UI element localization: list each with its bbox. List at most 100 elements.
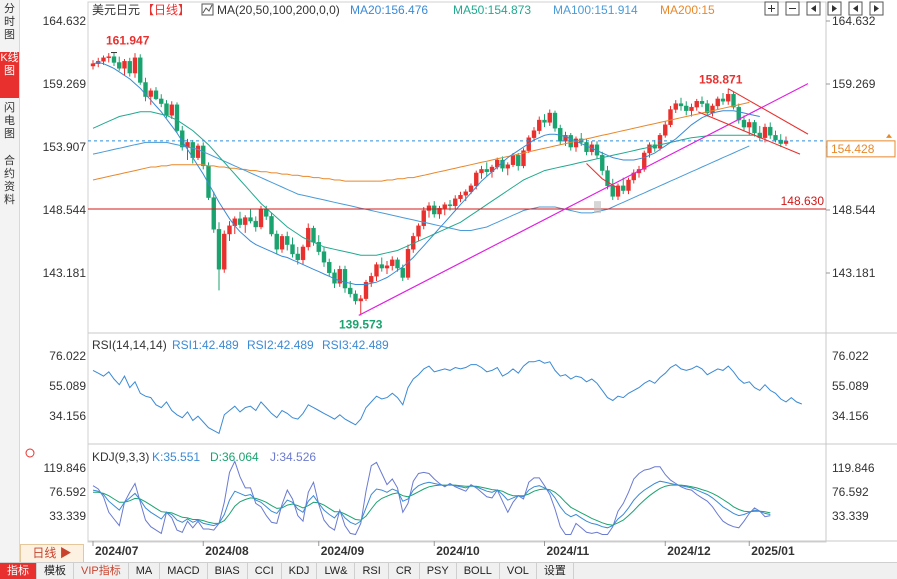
- indicator-tab-11[interactable]: PSY: [420, 563, 457, 579]
- indicator-tab-10[interactable]: CR: [389, 563, 420, 579]
- candle-body[interactable]: [605, 170, 610, 187]
- candle-body[interactable]: [306, 227, 311, 248]
- candle-body[interactable]: [453, 198, 458, 207]
- candle-body[interactable]: [101, 57, 106, 62]
- candle-body[interactable]: [348, 287, 353, 295]
- candle-body[interactable]: [216, 229, 222, 270]
- candle-body[interactable]: [684, 105, 689, 111]
- candle-body[interactable]: [111, 56, 117, 63]
- indicator-tab-0[interactable]: 指标: [0, 563, 37, 579]
- candle-body[interactable]: [432, 205, 437, 215]
- candle-body[interactable]: [379, 264, 384, 269]
- indicator-settings-icon[interactable]: [201, 3, 214, 16]
- indicator-tab-6[interactable]: CCI: [248, 563, 282, 579]
- indicator-tab-5[interactable]: BIAS: [208, 563, 248, 579]
- candle-body[interactable]: [705, 103, 710, 114]
- indicator-tab-7[interactable]: KDJ: [282, 563, 318, 579]
- candle-body[interactable]: [505, 164, 510, 169]
- candle-body[interactable]: [285, 236, 290, 245]
- candle-body[interactable]: [731, 94, 736, 108]
- candle-body[interactable]: [279, 236, 285, 250]
- candle-body[interactable]: [222, 233, 227, 270]
- candle-body[interactable]: [290, 244, 295, 255]
- candle-body[interactable]: [663, 124, 668, 136]
- candle-body[interactable]: [741, 119, 747, 128]
- candle-body[interactable]: [274, 233, 279, 250]
- candle-body[interactable]: [484, 169, 489, 172]
- candle-body[interactable]: [668, 109, 673, 125]
- tab-kline-chart[interactable]: K线图: [0, 52, 19, 98]
- candle-body[interactable]: [321, 251, 327, 263]
- candle-body[interactable]: [615, 185, 621, 197]
- candle-body[interactable]: [573, 138, 579, 148]
- indicator-tab-9[interactable]: RSI: [355, 563, 389, 579]
- candle-body[interactable]: [106, 56, 111, 58]
- candle-body[interactable]: [138, 57, 143, 83]
- candle-body[interactable]: [426, 205, 432, 211]
- candle-body[interactable]: [148, 90, 153, 97]
- indicator-tab-3[interactable]: MA: [129, 563, 161, 579]
- candle-body[interactable]: [211, 197, 216, 230]
- candle-body[interactable]: [300, 246, 306, 261]
- candle-body[interactable]: [610, 185, 615, 197]
- candle-body[interactable]: [547, 112, 552, 123]
- candle-body[interactable]: [232, 218, 237, 226]
- candle-body[interactable]: [143, 82, 148, 97]
- candle-body[interactable]: [227, 225, 232, 235]
- candle-body[interactable]: [337, 269, 342, 284]
- candle-body[interactable]: [647, 144, 652, 154]
- candle-body[interactable]: [442, 204, 447, 209]
- candle-body[interactable]: [174, 104, 180, 131]
- candle-body[interactable]: [699, 101, 705, 104]
- candle-body[interactable]: [122, 61, 127, 69]
- candle-body[interactable]: [327, 262, 332, 273]
- indicator-tab-4[interactable]: MACD: [160, 563, 208, 579]
- candle-body[interactable]: [463, 191, 468, 196]
- candle-body[interactable]: [762, 126, 768, 138]
- tab-intraday-chart[interactable]: 分时图: [4, 3, 15, 41]
- candle-body[interactable]: [773, 135, 778, 141]
- kdj-settings-icon[interactable]: [25, 448, 35, 458]
- candle-body[interactable]: [542, 119, 547, 123]
- candle-body[interactable]: [258, 209, 264, 228]
- candle-body[interactable]: [447, 204, 453, 207]
- candle-body[interactable]: [479, 169, 484, 174]
- candle-body[interactable]: [390, 259, 395, 266]
- candle-body[interactable]: [621, 185, 626, 191]
- candle-body[interactable]: [516, 155, 521, 167]
- candle-body[interactable]: [715, 98, 720, 107]
- candle-body[interactable]: [395, 259, 400, 269]
- candle-body[interactable]: [169, 104, 174, 116]
- indicator-tab-12[interactable]: BOLL: [457, 563, 500, 579]
- candle-body[interactable]: [195, 145, 201, 158]
- candle-body[interactable]: [384, 265, 390, 269]
- candle-body[interactable]: [243, 217, 248, 225]
- candle-body[interactable]: [726, 94, 731, 102]
- tab-flash-chart[interactable]: 闪电图: [4, 102, 15, 140]
- candle-body[interactable]: [421, 210, 426, 226]
- indicator-tab-2[interactable]: VIP指标: [74, 563, 129, 579]
- candle-body[interactable]: [458, 195, 463, 199]
- candle-body[interactable]: [768, 126, 773, 136]
- candle-body[interactable]: [248, 217, 253, 222]
- candle-body[interactable]: [358, 298, 363, 302]
- candle-body[interactable]: [237, 218, 243, 225]
- candle-body[interactable]: [269, 216, 274, 235]
- candle-body[interactable]: [369, 276, 374, 283]
- candle-body[interactable]: [521, 150, 526, 167]
- candle-body[interactable]: [342, 269, 348, 289]
- candle-body[interactable]: [437, 207, 442, 215]
- candle-body[interactable]: [678, 103, 684, 107]
- candle-body[interactable]: [510, 155, 516, 165]
- period-selector-button[interactable]: 日线 ▶: [20, 544, 84, 563]
- candle-body[interactable]: [363, 281, 369, 299]
- candle-body[interactable]: [159, 98, 164, 104]
- candle-body[interactable]: [153, 90, 159, 100]
- indicator-tab-13[interactable]: VOL: [500, 563, 537, 579]
- candle-body[interactable]: [90, 63, 96, 67]
- candle-body[interactable]: [642, 152, 647, 170]
- indicator-tab-8[interactable]: LW&: [317, 563, 356, 579]
- candle-body[interactable]: [264, 209, 269, 217]
- candle-body[interactable]: [552, 112, 558, 129]
- candle-body[interactable]: [374, 264, 379, 277]
